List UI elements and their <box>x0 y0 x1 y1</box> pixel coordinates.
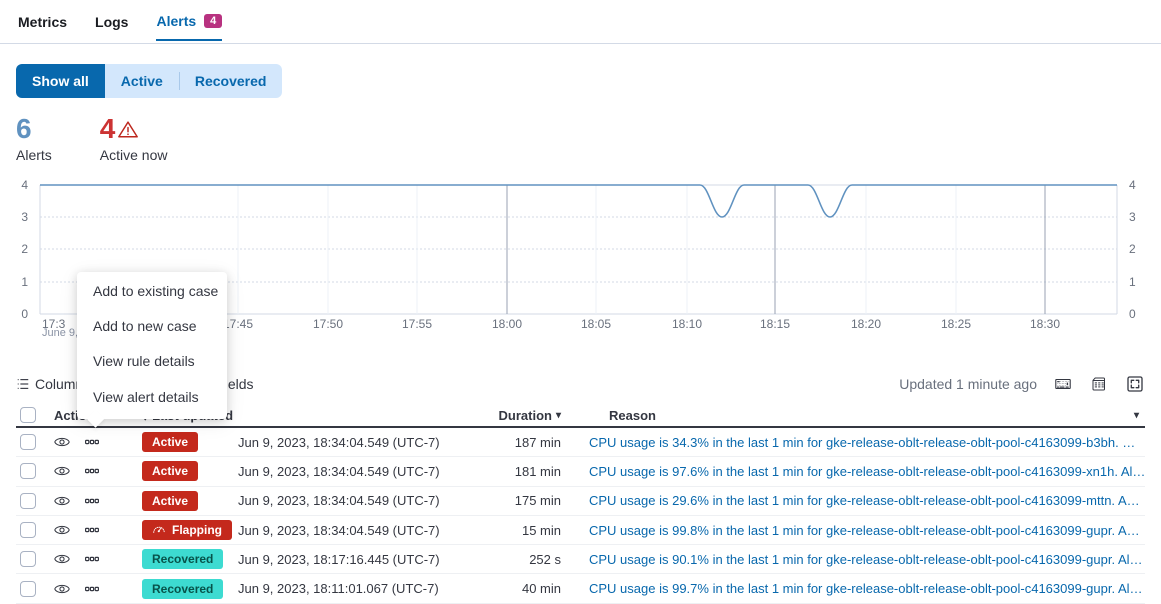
svg-text:18:30: 18:30 <box>1030 317 1060 331</box>
svg-text:17:55: 17:55 <box>402 317 432 331</box>
svg-text:June 9,: June 9, <box>42 327 78 339</box>
svg-text:1: 1 <box>1129 275 1136 289</box>
svg-text:1: 1 <box>21 275 28 289</box>
svg-text:18:10: 18:10 <box>672 317 702 331</box>
svg-text:2: 2 <box>21 242 28 256</box>
svg-text:18:00: 18:00 <box>492 317 522 331</box>
svg-text:0: 0 <box>21 307 28 321</box>
svg-text:4: 4 <box>1129 178 1136 192</box>
svg-text:17:45: 17:45 <box>223 317 253 331</box>
svg-text:17:50: 17:50 <box>313 317 343 331</box>
svg-text:18:15: 18:15 <box>760 317 790 331</box>
svg-text:18:05: 18:05 <box>581 317 611 331</box>
svg-text:18:20: 18:20 <box>851 317 881 331</box>
svg-text:0: 0 <box>1129 307 1136 321</box>
svg-text:2: 2 <box>1129 242 1136 256</box>
svg-text:18:25: 18:25 <box>941 317 971 331</box>
svg-text:4: 4 <box>21 178 28 192</box>
svg-text:3: 3 <box>21 210 28 224</box>
svg-text:3: 3 <box>1129 210 1136 224</box>
